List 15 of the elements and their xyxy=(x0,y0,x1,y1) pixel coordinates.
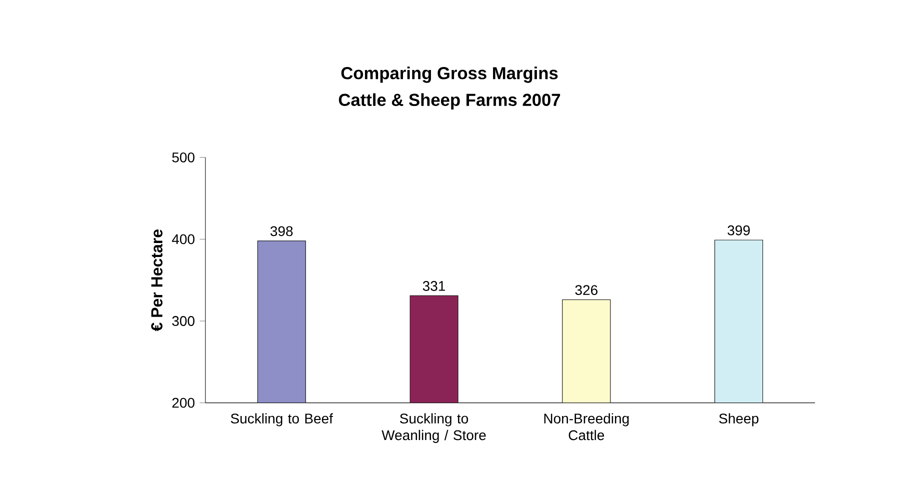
data-label: 331 xyxy=(422,280,445,291)
y-tick-label: 300 xyxy=(172,316,194,326)
x-tick-label: Suckling to Weanling / Store xyxy=(382,413,486,443)
chart-title: Comparing Gross Margins xyxy=(341,66,558,83)
x-tick-label: Non-Breeding Cattle xyxy=(544,413,629,440)
data-label: 399 xyxy=(728,225,750,236)
x-tick-label: Sheep xyxy=(719,413,758,426)
x-tick-label: Suckling to Beef xyxy=(230,413,333,426)
y-tick-label: 400 xyxy=(172,234,194,244)
y-tick-label: 500 xyxy=(172,152,194,162)
y-axis-title: € Per Hectare xyxy=(151,229,162,332)
y-tick-label: 200 xyxy=(172,398,194,408)
chart-subtitle: Cattle & Sheep Farms 2007 xyxy=(338,93,560,110)
data-label: 398 xyxy=(270,226,293,236)
data-label: 326 xyxy=(575,285,598,295)
